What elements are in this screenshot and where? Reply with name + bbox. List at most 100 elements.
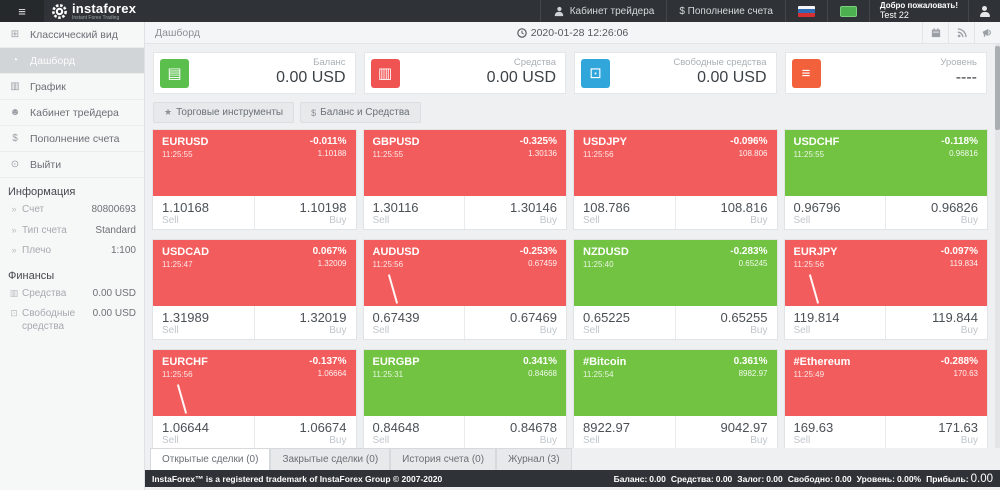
page-title: Дашборд [155, 26, 200, 39]
instrument-quote-row: 8922.97 Sell 9042.97 Buy [574, 416, 777, 448]
info-row-label: Плечо [22, 245, 52, 256]
instrument-tile-header[interactable]: GBPUSD 11:25:55 -0.325% 1.30136 [363, 130, 566, 196]
instrument-tile-right: -0.118% 0.96816 [941, 136, 978, 190]
tab[interactable]: Журнал (3) [496, 448, 572, 470]
announcements-button[interactable] [974, 22, 1000, 43]
sell-button[interactable]: 0.96796 Sell [785, 196, 887, 229]
instrument-last-price: 0.67459 [528, 259, 557, 268]
buy-button[interactable]: 0.84678 Buy [465, 416, 566, 448]
classic-view-icon: ⊞ [10, 29, 20, 40]
instrument-tile-right: -0.011% 1.10188 [310, 136, 347, 190]
instrument-tile-right: 0.361% 8982.97 [734, 356, 768, 410]
sell-price: 108.786 [583, 200, 630, 215]
summary-card-label: Уровень [940, 57, 977, 69]
instrument-quote-time: 11:25:56 [372, 260, 404, 269]
instrument-change-percent: -0.253% [519, 246, 557, 257]
currency-display-switch[interactable] [826, 0, 869, 22]
tab-label: Открытые сделки (0) [162, 454, 259, 465]
dashboard-icon: ◔ [11, 55, 19, 66]
instrument-tile-header[interactable]: EURGBP 11:25:31 0.341% 0.84668 [363, 350, 566, 416]
summary-card-text: Свободные средства 0.00 USD [610, 57, 770, 87]
trading-instruments-button[interactable]: ★ Торговые инструменты [153, 102, 295, 123]
sidebar-item-label: Классический вид [30, 28, 118, 41]
sell-button[interactable]: 1.10168 Sell [153, 196, 255, 229]
instrument-quote-time: 11:25:56 [793, 260, 825, 269]
footer-stat: Свободно: 0.00 [788, 474, 852, 484]
buy-button[interactable]: 1.32019 Buy [255, 306, 356, 339]
buy-button[interactable]: 9042.97 Buy [676, 416, 777, 448]
sell-button[interactable]: 1.30116 Sell [364, 196, 466, 229]
buy-button[interactable]: 1.30146 Buy [465, 196, 566, 229]
vertical-scrollbar[interactable] [995, 44, 1000, 448]
instrument-tile-header[interactable]: USDCAD 11:25:47 0.067% 1.32009 [153, 240, 356, 306]
instrument-tile-header[interactable]: #Bitcoin 11:25:54 0.361% 8982.97 [574, 350, 777, 416]
sell-button[interactable]: 119.814 Sell [785, 306, 887, 339]
instrument-tile: #Bitcoin 11:25:54 0.361% 8982.97 [574, 350, 777, 448]
buy-button[interactable]: 1.10198 Buy [255, 196, 356, 229]
instrument-tile-header[interactable]: NZDUSD 11:25:40 -0.283% 0.65245 [574, 240, 777, 306]
buy-label: Buy [750, 435, 768, 446]
footer-profit: Прибыль: [926, 474, 969, 484]
sell-button[interactable]: 108.786 Sell [574, 196, 676, 229]
feed-button[interactable] [948, 22, 974, 43]
sell-button[interactable]: 0.84648 Sell [364, 416, 466, 448]
trader-cabinet-menu-item[interactable]: Кабинет трейдера [539, 0, 667, 22]
instrument-tile-header[interactable]: USDJPY 11:25:56 -0.096% 108.806 [574, 130, 777, 196]
instrument-quote-time: 11:25:56 [162, 370, 193, 379]
sidebar-item[interactable]: ☻ Кабинет трейдера [0, 100, 144, 126]
deposit-menu-item[interactable]: $ Пополнение счета [666, 0, 785, 22]
summary-card-label: Средства [513, 57, 556, 69]
app-logo[interactable]: instaforex Instant Forex Trading [44, 0, 144, 22]
instrument-tile: EURUSD 11:25:55 -0.011% 1.10188 [153, 130, 356, 229]
instrument-symbol: #Ethereum [793, 356, 851, 368]
sell-button[interactable]: 0.65225 Sell [574, 306, 676, 339]
scrollbar-thumb[interactable] [995, 46, 1000, 130]
instrument-tile: EURCHF 11:25:56 -0.137% 1.06664 [153, 350, 356, 448]
calendar-button[interactable] [922, 22, 948, 43]
instrument-tile-left: GBPUSD 11:25:55 [373, 136, 420, 190]
buy-button[interactable]: 171.63 Buy [886, 416, 987, 448]
sell-button[interactable]: 1.31989 Sell [153, 306, 255, 339]
instrument-tile: USDJPY 11:25:56 -0.096% 108.806 [574, 130, 777, 229]
sell-button[interactable]: 0.67439 Sell [364, 306, 466, 339]
sell-button[interactable]: 1.06644 Sell [153, 416, 255, 448]
toolbar: ★ Торговые инструменты $ Баланс и Средст… [153, 102, 987, 123]
instrument-quote-row: 0.65225 Sell 0.65255 Buy [574, 306, 777, 339]
instrument-tile-header[interactable]: EURJPY 11:25:56 -0.097% 119.834 [784, 240, 987, 306]
avatar-button[interactable] [968, 0, 1000, 22]
sell-label: Sell [793, 215, 811, 226]
buy-button[interactable]: 0.65255 Buy [676, 306, 777, 339]
tab[interactable]: Закрытые сделки (0) [270, 448, 391, 470]
buy-button[interactable]: 0.67469 Buy [465, 306, 566, 339]
sidebar-item[interactable]: ⊙ Выйти [0, 152, 144, 178]
menu-toggle-button[interactable]: ≡ [0, 0, 44, 22]
dollar-icon: $ [311, 107, 317, 118]
language-switch-ru[interactable] [784, 0, 827, 22]
sidebar-item[interactable]: ◔ Дашборд [0, 48, 144, 74]
instrument-tile-header[interactable]: AUDUSD 11:25:56 -0.253% 0.67459 [363, 240, 566, 306]
sell-button[interactable]: 8922.97 Sell [574, 416, 676, 448]
summary-cards: ▤ Баланс 0.00 USD ▥ Средства 0.00 USD [153, 52, 987, 94]
instrument-tile-right: -0.097% 119.834 [941, 246, 978, 300]
buy-button[interactable]: 1.06674 Buy [255, 416, 356, 448]
tab[interactable]: Открытые сделки (0) [150, 448, 271, 470]
buy-button[interactable]: 108.816 Buy [676, 196, 777, 229]
sell-label: Sell [793, 325, 811, 336]
instrument-tile-header[interactable]: #Ethereum 11:25:49 -0.288% 170.63 [784, 350, 987, 416]
instrument-tile-header[interactable]: EURCHF 11:25:56 -0.137% 1.06664 [153, 350, 356, 416]
balance-funds-label: Баланс и Средства [320, 107, 410, 118]
info-section-title: Информация [8, 186, 76, 198]
sidebar-item[interactable]: $ Пополнение счета [0, 126, 144, 152]
balance-funds-button[interactable]: $ Баланс и Средства [300, 102, 421, 123]
tab[interactable]: История счета (0) [390, 448, 497, 470]
buy-button[interactable]: 119.844 Buy [886, 306, 987, 339]
instrument-change-percent: -0.097% [940, 246, 978, 257]
footer-stat-label: Средства: [670, 473, 714, 484]
finance-rows: ▥ Средства 0.00 USD ⊡ Свободные средства… [0, 284, 144, 338]
sell-button[interactable]: 169.63 Sell [785, 416, 887, 448]
instrument-tile-header[interactable]: EURUSD 11:25:55 -0.011% 1.10188 [153, 130, 356, 196]
sidebar-item[interactable]: ⊞ Классический вид [0, 22, 144, 48]
instrument-tile-header[interactable]: USDCHF 11:25:55 -0.118% 0.96816 [784, 130, 987, 196]
sidebar-item[interactable]: ▥ График [0, 74, 144, 100]
buy-button[interactable]: 0.96826 Buy [886, 196, 987, 229]
